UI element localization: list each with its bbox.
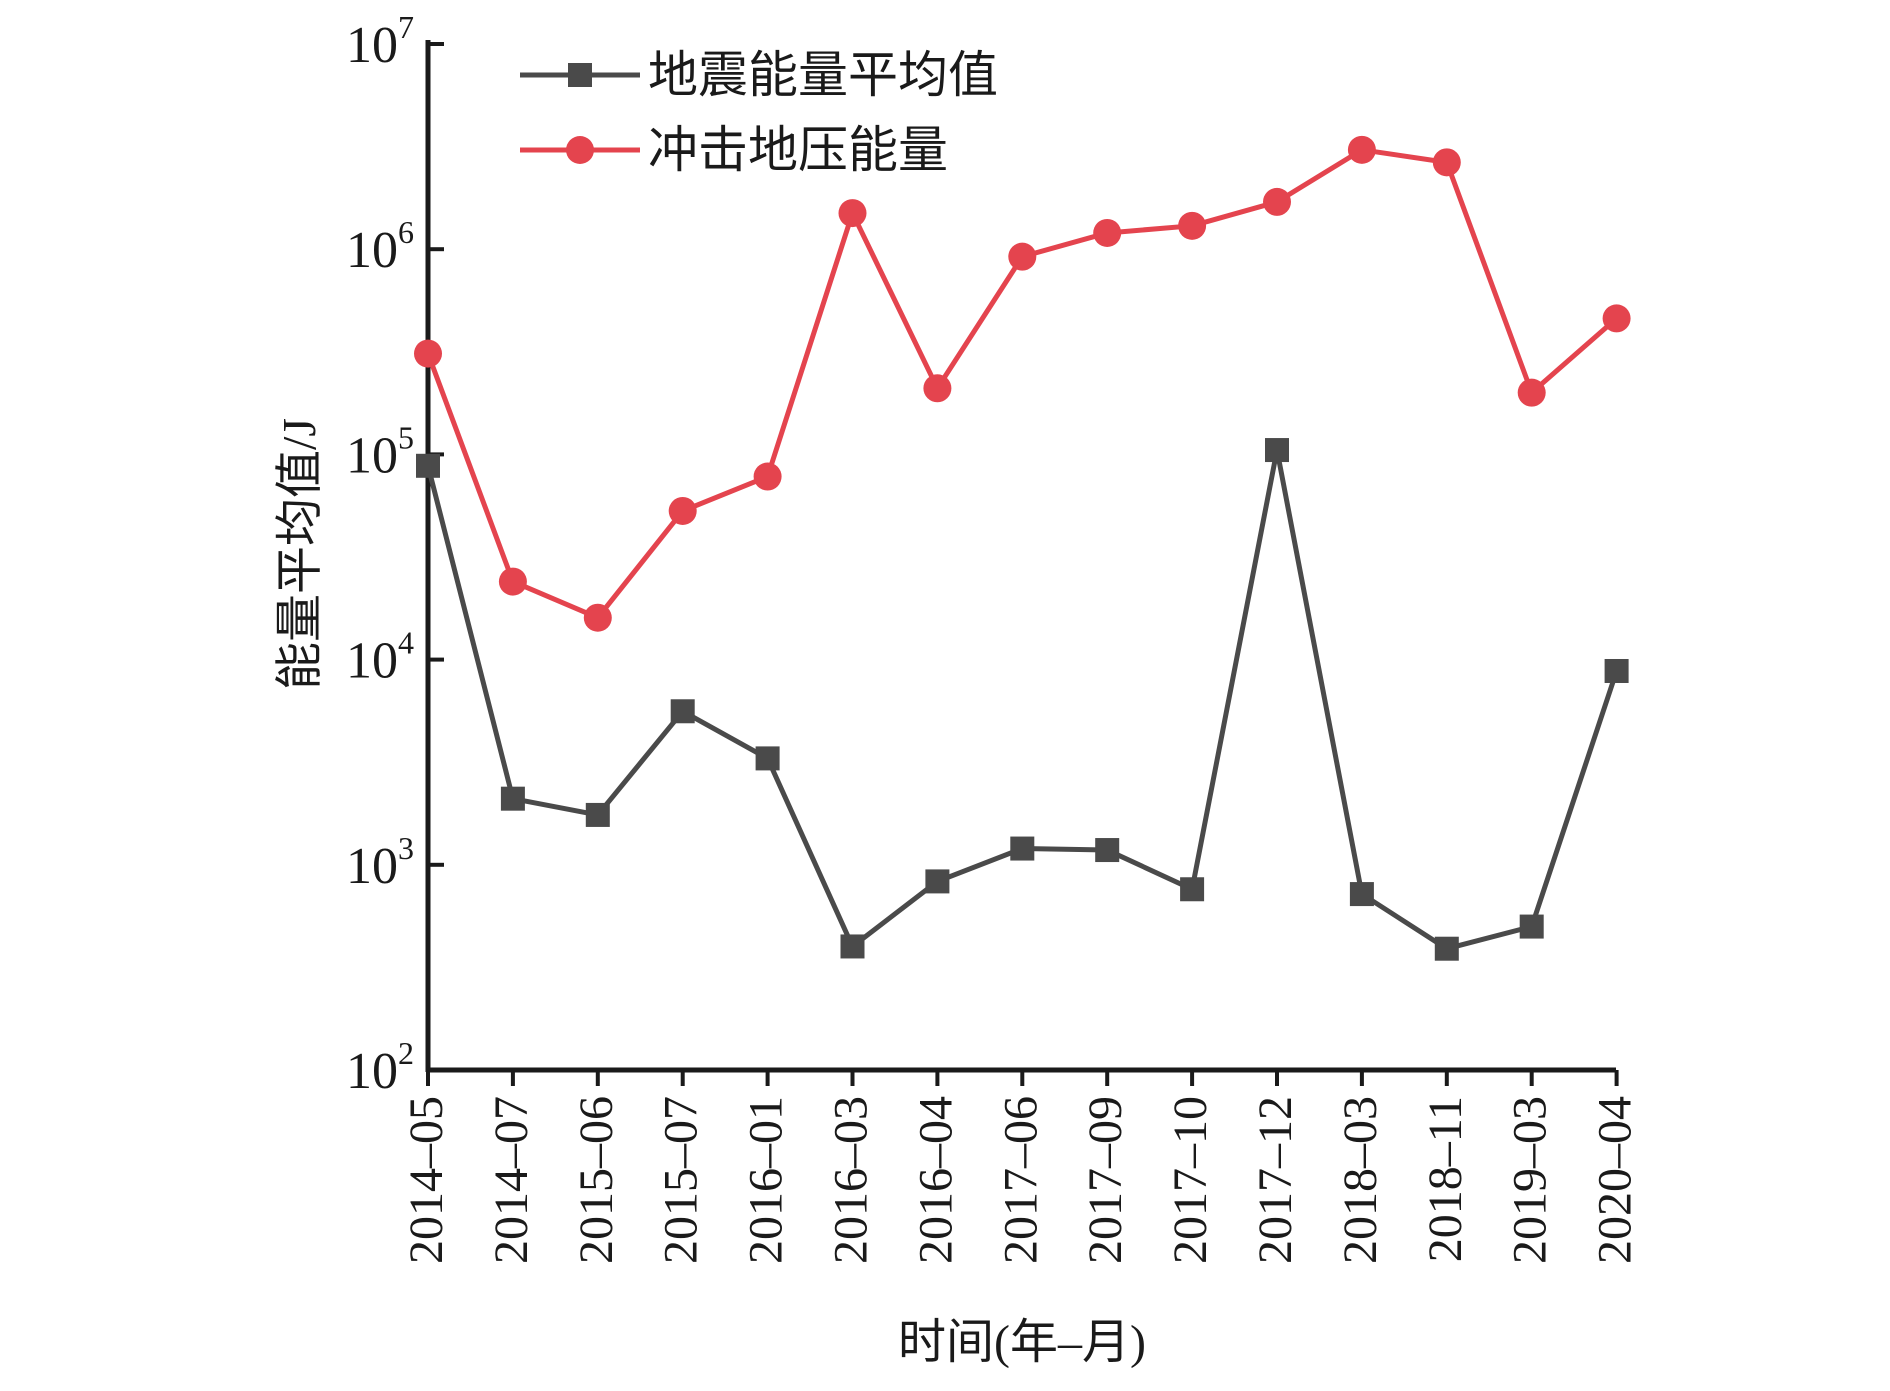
data-point xyxy=(1349,882,1374,907)
legend-marker xyxy=(566,136,594,164)
series-line xyxy=(425,447,1619,952)
data-point xyxy=(1008,242,1037,271)
data-point xyxy=(1604,658,1629,683)
legend-label: 地震能量平均值 xyxy=(648,47,998,103)
data-point xyxy=(1517,378,1546,407)
data-point xyxy=(1180,877,1205,902)
y-tick-label: 107 xyxy=(346,9,414,74)
data-point xyxy=(840,934,865,959)
series-2 xyxy=(414,135,1631,632)
y-tick-exponent: 4 xyxy=(398,625,414,661)
x-tick-label: 2014–07 xyxy=(485,1096,538,1264)
data-point xyxy=(753,462,782,491)
y-tick-base: 10 xyxy=(346,838,398,895)
data-point xyxy=(583,603,612,632)
data-point xyxy=(1095,838,1120,863)
data-point xyxy=(1263,187,1291,216)
x-tick-label: 2015–07 xyxy=(655,1096,708,1264)
y-tick-base: 10 xyxy=(346,427,398,484)
data-point xyxy=(414,339,442,368)
data-point xyxy=(1265,438,1289,463)
legend-item-1: 地震能量平均值 xyxy=(520,47,998,103)
legend-label: 冲击地压能量 xyxy=(648,122,948,178)
y-axis-title: 能量平均值/J xyxy=(274,418,327,690)
series-line xyxy=(425,147,1619,621)
data-point xyxy=(1432,148,1461,177)
legend-item-2: 冲击地压能量 xyxy=(520,122,948,178)
x-tick-label: 2017–10 xyxy=(1164,1096,1217,1264)
legend-marker xyxy=(568,63,592,87)
y-tick-exponent: 7 xyxy=(398,9,414,45)
data-point xyxy=(1519,914,1544,939)
x-tick-label: 2017–12 xyxy=(1249,1096,1302,1264)
series-1 xyxy=(416,438,1629,961)
y-tick-base: 10 xyxy=(346,17,398,74)
x-tick-label: 2016–04 xyxy=(909,1096,962,1264)
data-point xyxy=(1010,836,1035,861)
data-point xyxy=(1434,936,1459,961)
x-tick-label: 2019–03 xyxy=(1504,1096,1557,1264)
data-point xyxy=(1602,304,1631,333)
y-tick-exponent: 3 xyxy=(398,830,414,866)
y-tick-label: 105 xyxy=(346,419,414,484)
data-point xyxy=(668,496,697,525)
data-point xyxy=(755,746,780,771)
y-tick-base: 10 xyxy=(346,633,398,690)
x-axis-title: 时间(年–月) xyxy=(898,1316,1146,1369)
data-point xyxy=(923,374,952,403)
x-tick-label: 2018–03 xyxy=(1334,1096,1387,1264)
data-point xyxy=(498,567,527,596)
data-point xyxy=(670,699,695,724)
data-point xyxy=(1347,135,1376,164)
y-tick-label: 102 xyxy=(346,1035,414,1100)
y-tick-base: 10 xyxy=(346,1043,398,1100)
y-tick-exponent: 5 xyxy=(398,419,414,455)
data-point xyxy=(1093,218,1122,247)
data-point xyxy=(416,453,440,478)
x-tick-label: 2017–09 xyxy=(1079,1096,1132,1264)
y-tick-label: 104 xyxy=(346,625,414,690)
series-layer xyxy=(414,135,1631,961)
x-tick-label: 2014–05 xyxy=(400,1096,453,1264)
x-tick-label: 2020–04 xyxy=(1589,1096,1642,1264)
x-tick-label: 2017–06 xyxy=(994,1096,1047,1264)
x-tick-label: 2016–01 xyxy=(740,1096,793,1264)
y-tick-exponent: 2 xyxy=(398,1035,414,1071)
data-point xyxy=(1178,211,1207,240)
y-tick-label: 103 xyxy=(346,830,414,895)
data-point xyxy=(500,786,525,811)
data-point xyxy=(925,869,950,894)
y-tick-base: 10 xyxy=(346,222,398,279)
data-point xyxy=(585,802,610,827)
x-tick-label: 2018–11 xyxy=(1419,1096,1472,1262)
x-tick-label: 2015–06 xyxy=(570,1096,623,1264)
y-tick-label: 106 xyxy=(346,214,414,279)
x-tick-label: 2016–03 xyxy=(825,1096,878,1264)
data-point xyxy=(838,199,867,228)
y-tick-exponent: 6 xyxy=(398,214,414,250)
